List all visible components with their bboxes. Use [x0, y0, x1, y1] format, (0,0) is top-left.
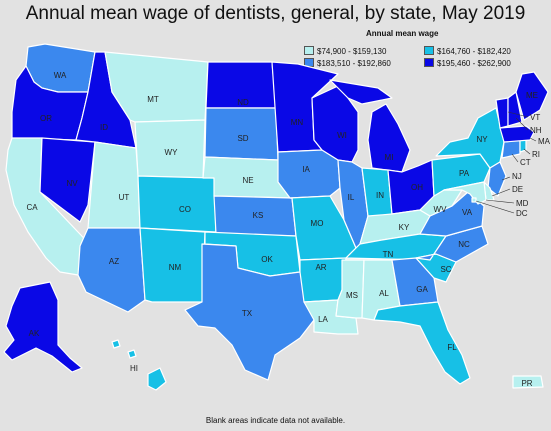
label-MS: MS	[346, 291, 358, 300]
leader-NH	[515, 117, 529, 131]
label-WA: WA	[54, 71, 67, 80]
label-DC: DC	[516, 209, 528, 218]
state-NH[interactable]	[507, 91, 523, 127]
label-WV: WV	[434, 205, 448, 214]
legend-label-1: $74,900 - $159,130	[317, 47, 387, 56]
label-AZ: AZ	[109, 257, 119, 266]
label-CT: CT	[520, 158, 531, 167]
label-ID: ID	[100, 123, 108, 132]
leader-CT	[511, 153, 519, 163]
label-IN: IN	[376, 191, 384, 200]
label-NH: NH	[530, 126, 542, 135]
label-PR: PR	[521, 379, 532, 388]
label-MI: MI	[385, 153, 394, 162]
label-TX: TX	[242, 309, 253, 318]
state-MI-lower[interactable]	[367, 103, 411, 173]
label-ME: ME	[526, 91, 538, 100]
state-TX[interactable]	[184, 243, 315, 381]
label-OK: OK	[261, 255, 273, 264]
label-AR: AR	[315, 263, 326, 272]
label-LA: LA	[318, 315, 328, 324]
label-CO: CO	[179, 205, 191, 214]
label-NV: NV	[66, 179, 78, 188]
state-AK[interactable]	[3, 281, 83, 373]
leader-DC	[475, 200, 515, 214]
legend-title: Annual mean wage	[366, 29, 439, 38]
label-WY: WY	[165, 148, 179, 157]
state-CT[interactable]	[501, 139, 521, 159]
legend-swatch-2	[424, 46, 434, 55]
label-PA: PA	[459, 169, 470, 178]
leader-DE	[491, 188, 511, 197]
label-NJ: NJ	[512, 172, 522, 181]
leader-VT	[507, 111, 529, 118]
label-MN: MN	[291, 118, 304, 127]
legend-label-2: $164,760 - $182,420	[437, 47, 511, 56]
label-OR: OR	[40, 114, 52, 123]
label-GA: GA	[416, 285, 428, 294]
label-AK: AK	[29, 329, 40, 338]
state-ME[interactable]	[515, 71, 549, 121]
label-KY: KY	[399, 223, 410, 232]
label-MD: MD	[516, 199, 529, 208]
legend: Annual mean wage $74,900 - $159,130 $164…	[304, 29, 544, 73]
label-SD: SD	[237, 134, 248, 143]
leader-RI	[523, 148, 531, 155]
state-MI[interactable]	[329, 79, 393, 105]
label-IA: IA	[302, 165, 310, 174]
label-KS: KS	[253, 211, 264, 220]
label-DE: DE	[512, 185, 523, 194]
footnote: Blank areas indicate data not available.	[205, 416, 346, 425]
label-RI: RI	[532, 150, 540, 159]
leader-MD	[485, 199, 515, 204]
state-HI[interactable]	[111, 339, 167, 391]
label-VT: VT	[530, 113, 540, 122]
legend-item-4: $195,460 - $262,900	[424, 58, 511, 68]
map-title: Annual mean wage of dentists, general, b…	[25, 3, 526, 24]
label-CA: CA	[26, 203, 38, 212]
state-UT[interactable]	[87, 141, 141, 229]
state-IA[interactable]	[277, 149, 341, 199]
legend-swatch-4	[424, 58, 434, 67]
label-MA: MA	[538, 137, 551, 146]
state-FL[interactable]	[373, 301, 471, 385]
label-NC: NC	[458, 240, 470, 249]
label-UT: UT	[119, 193, 130, 202]
label-OH: OH	[411, 183, 423, 192]
label-SC: SC	[440, 265, 451, 274]
state-labels: WA OR CA NV ID MT WY UT AZ CO NM ND SD N…	[26, 71, 550, 388]
label-WI: WI	[337, 131, 347, 140]
legend-item-2: $164,760 - $182,420	[424, 46, 511, 56]
state-NM[interactable]	[139, 227, 206, 303]
leader-lines	[475, 111, 537, 214]
label-TN: TN	[383, 250, 394, 259]
label-MT: MT	[147, 95, 159, 104]
leader-MA	[529, 137, 537, 142]
label-ND: ND	[237, 98, 249, 107]
state-DC[interactable]	[471, 197, 477, 203]
label-VA: VA	[462, 208, 473, 217]
state-MA[interactable]	[499, 125, 535, 143]
legend-swatch-1	[304, 46, 314, 55]
state-NJ[interactable]	[487, 161, 507, 197]
label-AL: AL	[379, 289, 389, 298]
state-CO[interactable]	[137, 175, 217, 233]
label-NY: NY	[476, 135, 488, 144]
label-NM: NM	[169, 263, 182, 272]
legend-item-1: $74,900 - $159,130	[304, 46, 386, 56]
label-IL: IL	[348, 193, 355, 202]
legend-label-4: $195,460 - $262,900	[437, 59, 511, 68]
leader-NJ	[501, 176, 511, 181]
state-PR[interactable]	[512, 375, 544, 389]
legend-label-3: $183,510 - $192,860	[317, 59, 391, 68]
label-FL: FL	[447, 343, 457, 352]
label-MO: MO	[311, 219, 324, 228]
label-NE: NE	[242, 176, 253, 185]
state-AZ[interactable]	[77, 227, 146, 313]
label-HI: HI	[130, 364, 138, 373]
